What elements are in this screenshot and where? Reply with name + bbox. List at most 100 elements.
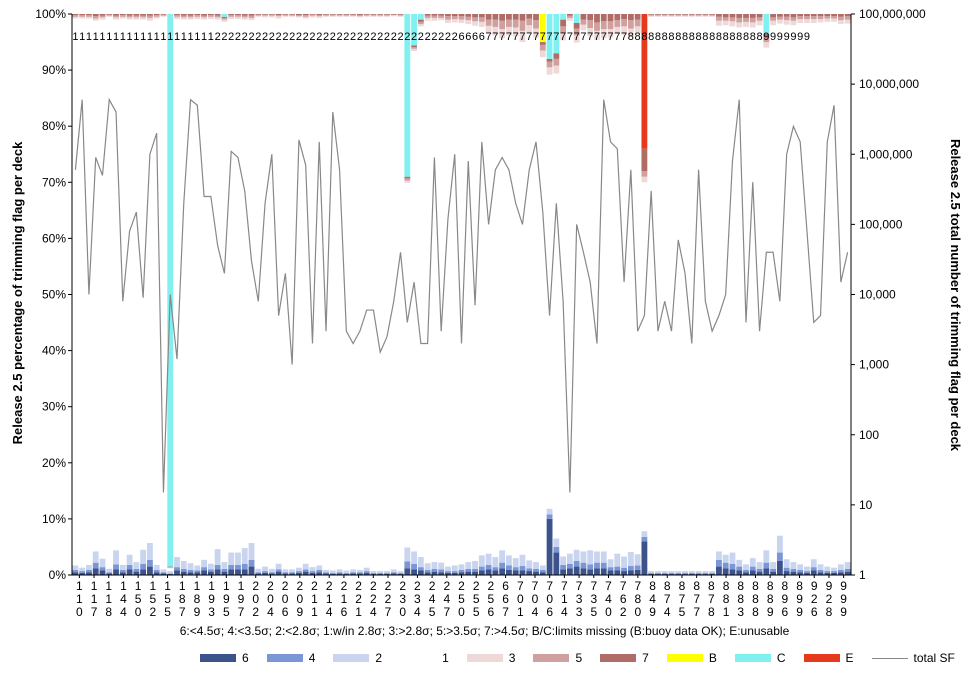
bar-segment-715-flag-6: [560, 569, 567, 575]
top-deck-label: 8: [689, 31, 695, 43]
bar-segment-762-flag-5: [634, 19, 641, 27]
bar-segment-248-flag-2: [431, 562, 438, 569]
bar-segment-702-flag-6: [519, 570, 526, 575]
bar-segment-258-flag-4: [465, 568, 472, 572]
bar-segment-184-flag-2: [153, 564, 160, 570]
bar-segment-667-flag-6: [499, 568, 506, 575]
legend-label: total SF: [913, 651, 955, 665]
legend-item-6: 6: [200, 651, 249, 665]
bar-segment-993-flag-4: [837, 569, 844, 573]
bar-segment-227-flag-3: [370, 15, 377, 17]
top-deck-label: 8: [716, 31, 722, 43]
bar-segment-992-flag-7: [831, 14, 837, 17]
top-deck-label: 2: [370, 31, 376, 43]
bar-segment-118-flag-4: [92, 562, 99, 569]
bar-segment-667-flag-7: [499, 14, 506, 21]
bar-segment-117-flag-4: [86, 569, 92, 573]
legend-swatch: [466, 654, 503, 662]
bar-segment-893-flag-3: [763, 42, 770, 48]
bar-segment-197-flag-6: [228, 569, 235, 575]
bar-segment-245-flag-4: [411, 563, 417, 570]
bar-segment-732-flag-6: [594, 568, 600, 575]
bar-segment-150-flag-6: [126, 569, 133, 575]
bar-segment-892-flag-2: [756, 562, 763, 569]
bar-segment-202-flag-5: [241, 15, 248, 18]
legend-swatch: [803, 654, 840, 662]
bar-segment-150-flag-3: [126, 17, 133, 20]
bar-segment-888-flag-7: [743, 14, 749, 18]
bar-segment-229-flag-4: [377, 572, 384, 574]
bar-segment-207-flag-3: [275, 16, 282, 19]
bar-segment-188-flag-4: [180, 568, 187, 572]
bar-segment-889-flag-7: [749, 14, 756, 18]
bar-segment-873-flag-3: [668, 15, 675, 17]
bar-segment-249-flag-2: [438, 562, 445, 570]
bar-segment-227-flag-6: [370, 573, 377, 575]
top-deck-label: 2: [316, 31, 322, 43]
bar-segment-188-flag-6: [180, 571, 187, 575]
bar-segment-893-flag-6: [763, 568, 770, 575]
bar-segment-706-flag-6: [539, 572, 546, 575]
bar-segment-999-flag-6: [844, 571, 851, 575]
bar-segment-704-flag-6: [526, 571, 533, 575]
bar-segment-193-flag-3: [201, 17, 208, 20]
bar-segment-850-flag-2: [661, 571, 668, 573]
bar-segment-248-flag-4: [431, 568, 438, 572]
legend-item-1: 1: [400, 651, 449, 665]
bar-segment-189-flag-6: [187, 572, 194, 575]
bar-segment-927-flag-7: [817, 14, 824, 17]
bar-segment-926-flag-6: [810, 570, 817, 575]
bar-segment-850-flag-3: [661, 15, 668, 17]
bar-segment-155-flag-2: [140, 549, 147, 564]
bar-segment-215-flag-2: [323, 569, 329, 573]
bar-segment-226-flag-3: [363, 15, 370, 17]
bar-segment-224-flag-3: [356, 16, 363, 18]
top-deck-label: 2: [364, 31, 370, 43]
bar-segment-781-flag-3: [648, 15, 655, 17]
bar-segment-196-flag-5: [221, 17, 228, 20]
top-deck-label: 9: [790, 31, 796, 43]
bar-segment-117-flag-2: [86, 564, 92, 570]
bar-segment-185-flag-3: [160, 15, 167, 17]
top-deck-label: 2: [248, 31, 254, 43]
bar-segment-897-flag-7: [776, 14, 783, 17]
bar-segment-881-flag-4: [722, 562, 729, 569]
legend-label: 2: [375, 651, 383, 665]
top-deck-label: 7: [601, 31, 607, 43]
bar-segment-715-flag-7: [560, 19, 567, 27]
legend-label: 4: [308, 651, 316, 665]
bar-segment-144-flag-7: [113, 14, 119, 16]
bar-segment-896-flag-2: [770, 562, 777, 569]
bar-segment-926-flag-2: [810, 559, 817, 568]
legend-item-5: 5: [533, 651, 582, 665]
bar-segment-213-flag-3: [309, 15, 316, 18]
legend-line-swatch: [871, 657, 908, 659]
bar-segment-150-flag-4: [126, 564, 133, 570]
bar-segment-883-flag-3: [736, 22, 743, 28]
bar-segment-281-flag-3: [478, 21, 485, 27]
bar-segment-762-flag-3: [634, 26, 641, 34]
y-tick-label: 10%: [42, 512, 66, 526]
top-deck-label: 1: [120, 31, 126, 43]
bar-segment-209-flag-4: [282, 572, 289, 574]
bar-segment-992-flag-5: [831, 16, 837, 19]
top-deck-label: 2: [411, 31, 417, 43]
legend-label: 5: [575, 651, 583, 665]
bar-segment-247-flag-5: [424, 15, 431, 18]
bar-segment-118-flag-2: [92, 551, 99, 563]
bar-segment-878-flag-4: [702, 572, 709, 574]
y-tick-label: 80%: [42, 119, 66, 133]
bar-segment-883-flag-2: [736, 559, 743, 567]
bar-segment-879-flag-3: [709, 15, 716, 17]
bar-segment-715-flag-2: [560, 556, 567, 565]
bar-segment-194-flag-5: [207, 15, 214, 17]
bar-segment-192-flag-5: [194, 15, 201, 17]
